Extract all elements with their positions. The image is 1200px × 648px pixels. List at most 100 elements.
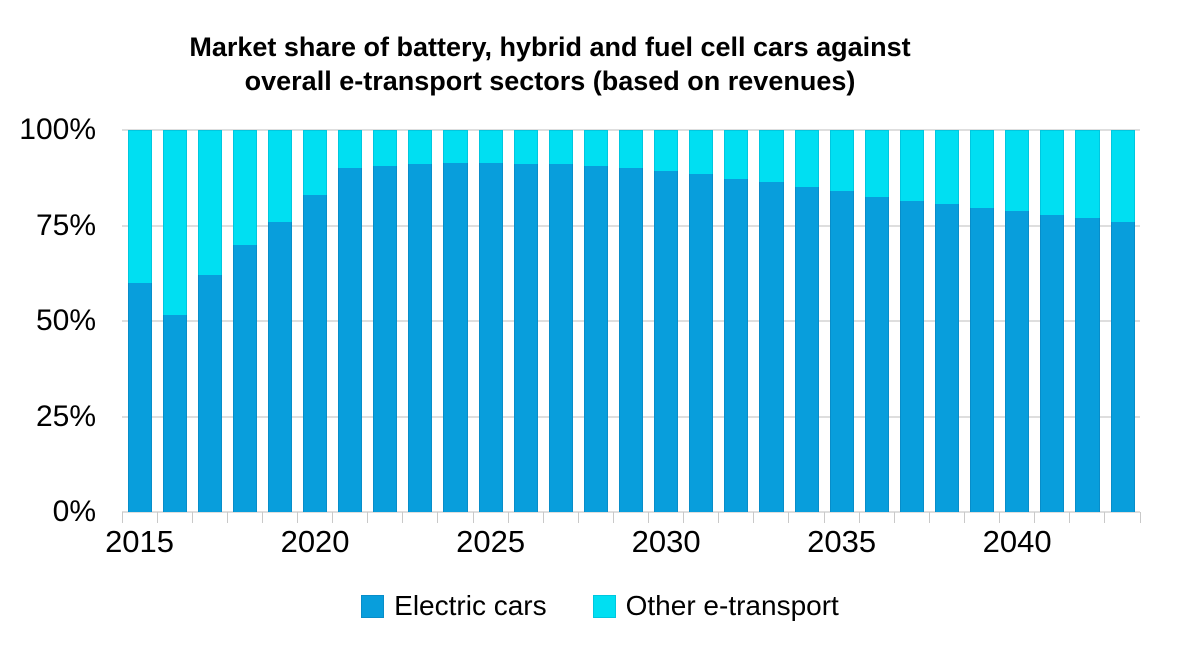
x-tick [191, 512, 193, 523]
bar-segment-other-e-transport-2031 [689, 130, 714, 174]
bar-segment-electric-cars-2034 [794, 187, 819, 512]
bar-segment-other-e-transport-2040 [1005, 130, 1030, 211]
x-tick-label-2015: 2015 [105, 524, 175, 559]
bar-2024 [438, 130, 473, 512]
bar-2021 [333, 130, 368, 512]
x-tick [999, 512, 1001, 523]
bar-2034 [789, 130, 824, 512]
x-tick [507, 512, 509, 523]
chart-title-line2: overall e-transport sectors (based on re… [244, 66, 856, 96]
bar-2033 [754, 130, 789, 512]
x-tick [1104, 512, 1106, 523]
bar-segment-other-e-transport-2030 [654, 130, 679, 171]
bar-segment-other-e-transport-2024 [443, 130, 468, 163]
bar-segment-other-e-transport-2017 [197, 130, 222, 276]
y-tick-label-25: 25% [35, 399, 96, 433]
x-tick [928, 512, 930, 523]
bar-segment-other-e-transport-2039 [970, 130, 995, 208]
bar-2017 [192, 130, 227, 512]
x-tick [297, 512, 299, 523]
bar-segment-electric-cars-2042 [1075, 218, 1100, 512]
bar-2028 [578, 130, 613, 512]
bar-segment-electric-cars-2043 [1110, 222, 1135, 512]
chart-title: Market share of battery, hybrid and fuel… [0, 30, 1100, 98]
bar-2031 [684, 130, 719, 512]
x-tick [823, 512, 825, 523]
chart-title-line1: Market share of battery, hybrid and fuel… [189, 32, 911, 62]
bar-2035 [824, 130, 859, 512]
legend-label-other-e-transport: Other e-transport [625, 590, 839, 621]
legend-swatch-electric-cars-icon [361, 594, 385, 618]
bar-segment-other-e-transport-2026 [513, 130, 538, 164]
bar-segment-electric-cars-2016 [162, 315, 187, 512]
bars-layer [122, 130, 1140, 512]
bar-2026 [508, 130, 543, 512]
x-tick [1034, 512, 1036, 523]
y-axis-labels: 0% 25% 50% 75% 100% [0, 0, 96, 648]
bar-segment-electric-cars-2039 [970, 207, 995, 512]
x-tick [226, 512, 228, 523]
x-tick [437, 512, 439, 523]
bar-2019 [262, 130, 297, 512]
x-axis-ticks [121, 512, 1141, 523]
bar-segment-other-e-transport-2035 [829, 130, 854, 192]
bar-segment-other-e-transport-2036 [864, 130, 889, 197]
bar-segment-other-e-transport-2038 [935, 130, 960, 205]
x-tick [788, 512, 790, 523]
y-tick-label-75: 75% [35, 208, 96, 242]
legend-item-other-e-transport: Other e-transport [592, 590, 839, 621]
gridline-0 [122, 511, 1140, 513]
bar-2043 [1105, 130, 1140, 512]
legend-swatch-other-e-transport-icon [592, 594, 616, 618]
x-tick [753, 512, 755, 523]
x-tick [472, 512, 474, 523]
gridline-100 [122, 129, 1140, 131]
bar-2030 [649, 130, 684, 512]
bar-segment-other-e-transport-2022 [373, 130, 398, 166]
y-tick-label-50: 50% [35, 304, 96, 337]
x-axis-labels: 2015 2020 2025 2030 2035 2040 [105, 523, 1140, 561]
bar-segment-electric-cars-2040 [1005, 210, 1030, 512]
bar-segment-electric-cars-2019 [267, 221, 293, 512]
x-tick [577, 512, 579, 523]
bar-2042 [1070, 130, 1105, 512]
bar-segment-other-e-transport-2016 [162, 130, 187, 316]
x-tick [332, 512, 334, 523]
bar-segment-electric-cars-2031 [689, 173, 714, 512]
bar-2041 [1035, 130, 1070, 512]
bar-segment-other-e-transport-2015 [127, 130, 152, 283]
bar-2016 [157, 130, 192, 512]
bar-segment-other-e-transport-2020 [303, 130, 328, 195]
bar-segment-electric-cars-2032 [724, 178, 749, 512]
x-tick [261, 512, 263, 523]
x-tick-label-2020: 2020 [280, 524, 350, 559]
plot-area [122, 129, 1140, 513]
bar-2018 [227, 130, 262, 512]
bar-segment-other-e-transport-2027 [548, 130, 573, 165]
bar-segment-electric-cars-2021 [338, 168, 363, 512]
bar-2032 [719, 130, 754, 512]
bar-segment-electric-cars-2022 [373, 165, 398, 512]
bar-segment-other-e-transport-2029 [619, 130, 644, 169]
y-tick-label-100: 100% [19, 113, 96, 146]
x-tick [402, 512, 404, 523]
bar-segment-electric-cars-2024 [443, 162, 468, 512]
bar-segment-other-e-transport-2032 [724, 130, 749, 179]
bar-2037 [894, 130, 929, 512]
bar-segment-electric-cars-2041 [1040, 215, 1065, 512]
bar-segment-other-e-transport-2037 [899, 130, 925, 201]
bar-segment-electric-cars-2038 [935, 204, 960, 512]
bar-2020 [298, 130, 333, 512]
bar-segment-electric-cars-2020 [303, 194, 328, 512]
bar-2015 [122, 130, 157, 512]
bar-2036 [859, 130, 894, 512]
x-tick [367, 512, 369, 523]
x-tick-label-2035: 2035 [807, 524, 877, 559]
bar-segment-other-e-transport-2041 [1040, 130, 1065, 216]
y-tick-label-0: 0% [52, 495, 96, 528]
bar-segment-electric-cars-2036 [864, 196, 889, 512]
bar-2027 [543, 130, 578, 512]
legend-item-electric-cars: Electric cars [361, 592, 547, 620]
bar-segment-electric-cars-2030 [654, 170, 679, 512]
bar-segment-electric-cars-2017 [197, 275, 222, 512]
